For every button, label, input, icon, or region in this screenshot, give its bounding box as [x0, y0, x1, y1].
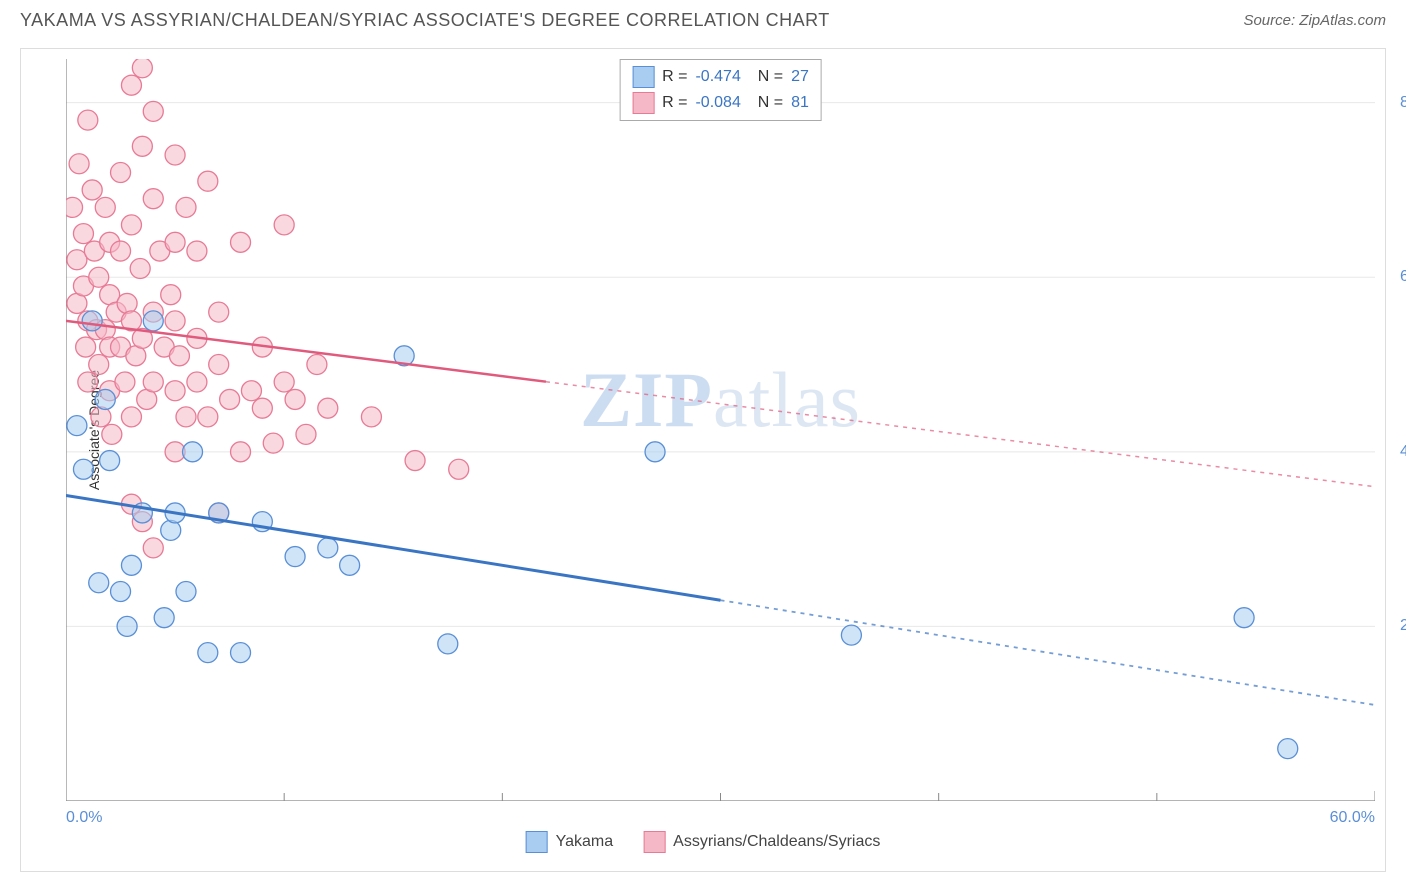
series-swatch	[632, 92, 654, 114]
r-label: R =	[662, 68, 687, 86]
legend-item: Yakama	[526, 831, 614, 853]
y-tick-label: 60.0%	[1380, 268, 1406, 286]
y-tick-label: 80.0%	[1380, 94, 1406, 112]
legend-label: Yakama	[556, 833, 614, 851]
n-label: N =	[749, 68, 783, 86]
n-value: 81	[791, 94, 809, 112]
legend-swatch	[526, 831, 548, 853]
correlation-legend: R = -0.474 N = 27 R = -0.084 N = 81	[619, 59, 822, 121]
chart-header: YAKAMA VS ASSYRIAN/CHALDEAN/SYRIAC ASSOC…	[0, 0, 1406, 37]
r-value: -0.084	[695, 94, 740, 112]
legend-label: Assyrians/Chaldeans/Syriacs	[673, 833, 880, 851]
correlation-row: R = -0.084 N = 81	[632, 90, 809, 116]
r-label: R =	[662, 94, 687, 112]
x-tick-label: 0.0%	[66, 809, 102, 827]
chart-container: Associate's Degree ZIPatlas R = -0.474 N…	[20, 48, 1386, 872]
r-value: -0.474	[695, 68, 740, 86]
scatter-svg	[66, 59, 1375, 801]
x-tick-label: 60.0%	[1330, 809, 1375, 827]
n-value: 27	[791, 68, 809, 86]
chart-title: YAKAMA VS ASSYRIAN/CHALDEAN/SYRIAC ASSOC…	[20, 10, 830, 31]
legend-swatch	[643, 831, 665, 853]
legend-item: Assyrians/Chaldeans/Syriacs	[643, 831, 880, 853]
n-label: N =	[749, 94, 783, 112]
chart-source: Source: ZipAtlas.com	[1243, 12, 1386, 29]
y-tick-label: 40.0%	[1380, 443, 1406, 461]
y-tick-label: 20.0%	[1380, 617, 1406, 635]
correlation-row: R = -0.474 N = 27	[632, 64, 809, 90]
series-swatch	[632, 66, 654, 88]
plot-area: Associate's Degree ZIPatlas R = -0.474 N…	[66, 59, 1375, 801]
series-legend: Yakama Assyrians/Chaldeans/Syriacs	[526, 831, 881, 853]
